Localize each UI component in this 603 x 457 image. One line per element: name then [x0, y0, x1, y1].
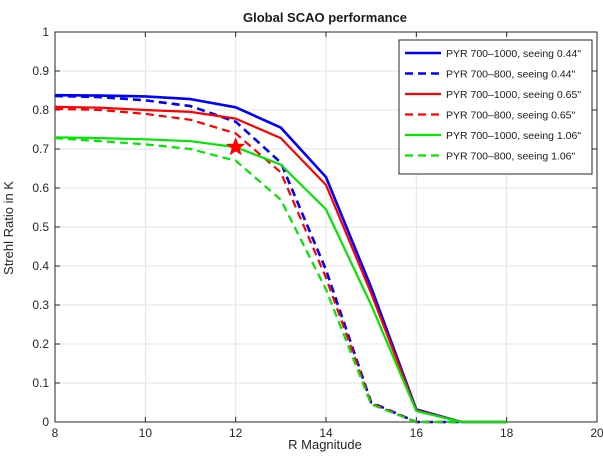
y-tick-label: 0.2: [32, 337, 49, 351]
y-tick-label: 1: [42, 25, 49, 39]
chart-title: Global SCAO performance: [243, 10, 407, 25]
y-tick-label: 0.6: [32, 181, 49, 195]
x-tick-label: 20: [590, 426, 603, 440]
series-line-5: [54, 136, 507, 424]
series-line-6: [54, 137, 462, 424]
x-tick-label: 12: [229, 426, 243, 440]
legend-entry-4: PYR 700–800, seeing 0.65": [446, 110, 576, 122]
x-tick-label: 10: [139, 426, 153, 440]
legend-entry-6: PYR 700–800, seeing 1.06": [446, 151, 576, 163]
y-tick-label: 0.1: [32, 376, 49, 390]
y-tick-label: 0.7: [32, 142, 49, 156]
x-tick-label: 14: [319, 426, 333, 440]
y-tick-label: 0.8: [32, 103, 49, 117]
y-tick-label: 0.4: [32, 259, 49, 273]
y-tick-label: 0: [42, 415, 49, 429]
axes-box: [54, 31, 598, 423]
legend-entry-2: PYR 700–800, seeing 0.44": [446, 69, 576, 81]
legend-box: [398, 39, 593, 175]
legend-entry-5: PYR 700–1000, seeing 1.06": [446, 130, 581, 142]
legend-entry-1: PYR 700–1000, seeing 0.44": [446, 48, 581, 60]
star-marker: [226, 136, 246, 156]
x-tick-label: 8: [52, 426, 59, 440]
plot-area: 8 10 12 14 16 18 20 0 0.1 0.2 0.3 0.4 0.5 0.6 0.7 0.8 0.…: [32, 25, 603, 440]
y-tick-label: 0.5: [32, 220, 49, 234]
y-tick-label: 0.9: [32, 64, 49, 78]
x-tick-label: 18: [500, 426, 514, 440]
series-line-4: [54, 107, 462, 424]
x-axis-label: R Magnitude: [288, 437, 362, 452]
x-tick-label: 16: [410, 426, 424, 440]
series-line-2: [54, 94, 462, 424]
y-tick-label: 0.3: [32, 298, 49, 312]
y-axis-label: Strehl Ratio in K: [1, 181, 16, 275]
legend-entry-3: PYR 700–1000, seeing 0.65": [446, 89, 581, 101]
